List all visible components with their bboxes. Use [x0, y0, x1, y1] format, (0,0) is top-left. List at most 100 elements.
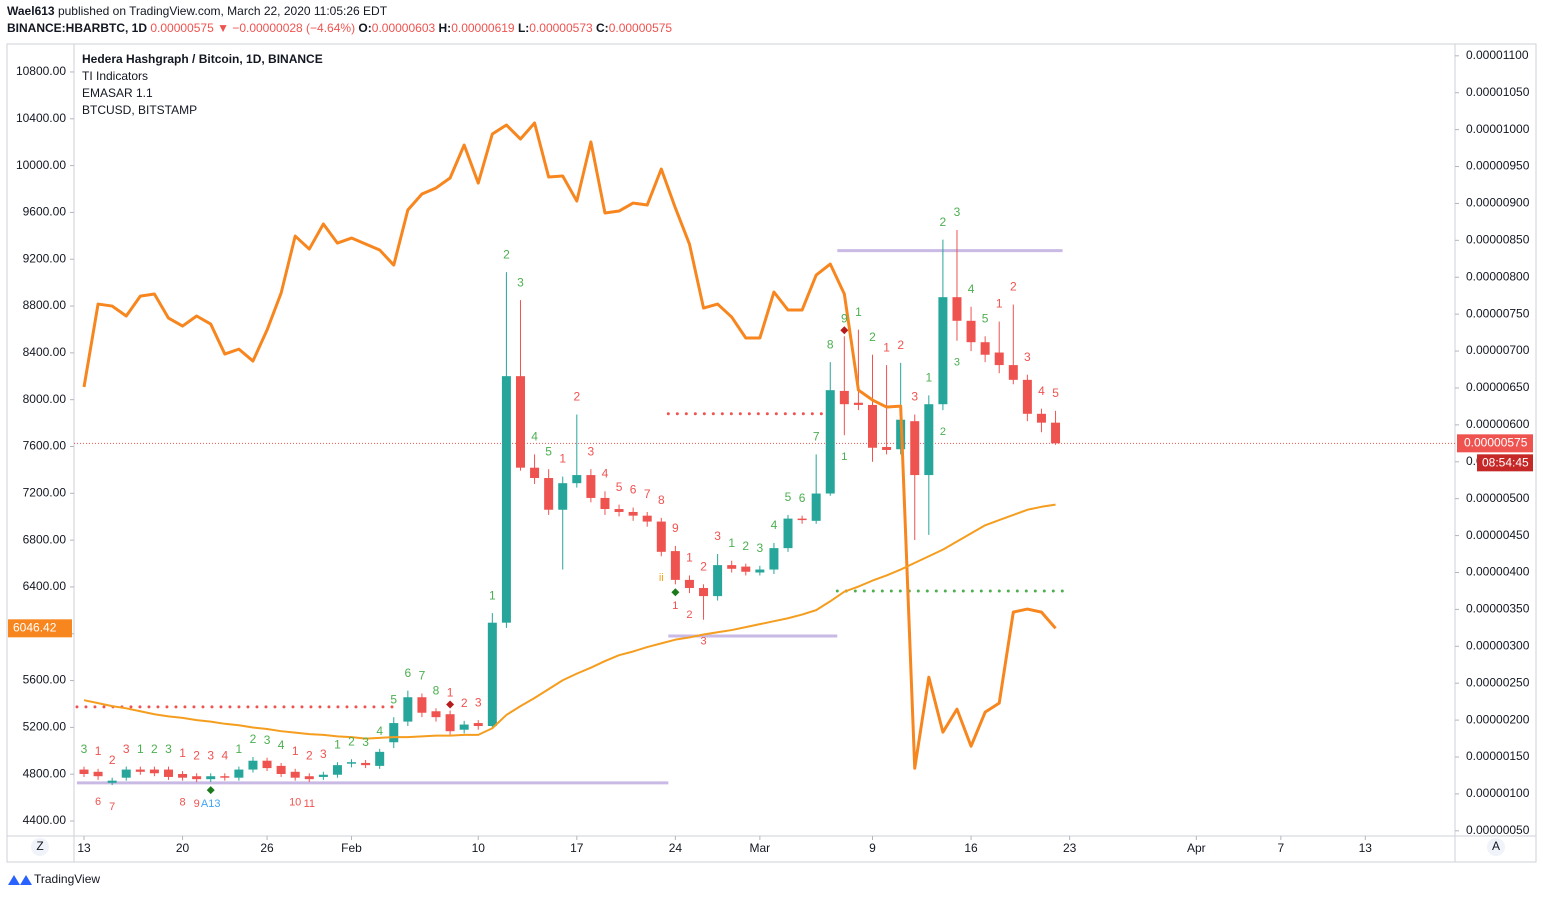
y2-tick-label: 0.00000700: [1466, 343, 1530, 357]
x-tick-label: 13: [1359, 841, 1373, 855]
td-countdown-label: 3: [700, 636, 706, 648]
td-setup-label: 6: [630, 483, 637, 497]
scale-button-label[interactable]: Z: [36, 839, 43, 853]
td-setup-label: 1: [855, 305, 862, 319]
td-setup-label: 3: [320, 747, 327, 761]
y2-tick-label: 0.00000150: [1466, 749, 1530, 763]
td-setup-label: 4: [376, 724, 383, 738]
candle-body: [586, 475, 596, 498]
scale-button-label[interactable]: A: [1492, 839, 1500, 853]
header-line: Wael613 published on TradingView.com, Ma…: [7, 4, 388, 18]
candle-body: [135, 769, 145, 772]
td-setup-label: 3: [714, 529, 721, 543]
candle-body: [910, 421, 920, 476]
td-setup-label: 7: [644, 487, 651, 501]
candle-body: [332, 765, 342, 775]
td-setup-label: 2: [151, 742, 158, 756]
td-setup-label: 2: [348, 734, 355, 748]
td-countdown-label: 2: [940, 426, 946, 438]
candle-body: [248, 760, 258, 770]
y-tick-label: 5200.00: [23, 720, 67, 734]
candle-body: [867, 404, 877, 448]
candle-body: [318, 774, 328, 777]
y2-tick-label: 0.00000800: [1466, 269, 1530, 283]
td-setup-label: 3: [165, 742, 172, 756]
td-countdown-label: 6: [95, 796, 101, 808]
y2-tick-label: 0.00000450: [1466, 528, 1530, 542]
td-setup-label: 1: [179, 746, 186, 760]
td-setup-label: 1: [925, 371, 932, 385]
td-setup-label: 3: [954, 205, 961, 219]
scale-button[interactable]: [1487, 838, 1505, 856]
btc-price-tag: [8, 619, 72, 638]
legend-item: EMASAR 1.1: [82, 86, 153, 100]
last: 0.00000575: [150, 21, 214, 35]
candle-body: [1036, 413, 1046, 423]
ohlc-value: 0.00000619: [451, 21, 515, 35]
td-setup-label: 5: [545, 444, 552, 458]
td-setup-label: 3: [81, 742, 88, 756]
td-setup-label: 4: [278, 738, 285, 752]
y-tick-label: 4800.00: [23, 766, 67, 780]
td-setup-label: 2: [461, 696, 468, 710]
candle-body: [459, 724, 469, 730]
candle-body: [361, 762, 371, 766]
series-line: [82, 121, 1057, 770]
td-setup-label: 1: [137, 742, 144, 756]
td-setup-label: 1: [489, 588, 496, 602]
candle-body: [797, 518, 807, 521]
x-tick-label: 7: [1277, 841, 1284, 855]
candle-body: [994, 352, 1004, 366]
footer: TradingView: [34, 872, 100, 886]
candle-body: [107, 780, 117, 783]
td-setup-label: 6: [799, 491, 806, 505]
price-tag: [1457, 434, 1533, 453]
candle-body: [727, 565, 737, 569]
scale-button[interactable]: [31, 838, 49, 856]
user: Wael613: [7, 4, 55, 18]
td-setup-label: 4: [771, 518, 778, 532]
y-tick-label: 6800.00: [23, 532, 67, 546]
x-tick-label: Apr: [1187, 841, 1206, 855]
candle-body: [487, 622, 497, 727]
td-setup-label: 6: [405, 666, 412, 680]
x-tick-label: 13: [77, 841, 91, 855]
y-tick-label: 9200.00: [23, 251, 67, 265]
ohlc-key: H:: [439, 21, 452, 35]
td-setup-label: 5: [785, 490, 792, 504]
td-setup-label: 5: [390, 692, 397, 706]
td-setup-label: 2: [869, 330, 876, 344]
td-setup-label: 2: [573, 390, 580, 404]
td-setup-label: 2: [306, 748, 313, 762]
candle-body: [347, 762, 357, 764]
y2-tick-label: 0.00001000: [1466, 122, 1530, 136]
td-countdown-label: A13: [201, 798, 221, 810]
candle-body: [656, 521, 666, 552]
candle-body: [600, 497, 610, 510]
candle-body: [375, 751, 385, 766]
candle-body: [572, 475, 582, 484]
change: ▼ −0.00000028 (−4.64%): [217, 21, 355, 35]
td-setup-label: 2: [250, 732, 257, 746]
ohlc-value: 0.00000573: [529, 21, 593, 35]
signal-diamond: [671, 588, 680, 597]
y2-tick-label: 0.00000350: [1466, 602, 1530, 616]
td-setup-label: 2: [503, 247, 510, 261]
candle-body: [670, 551, 680, 580]
x-tick-label: 24: [669, 841, 683, 855]
candle-body: [839, 390, 849, 405]
td-setup-label: 1: [559, 452, 566, 466]
candle-body: [121, 769, 131, 778]
y2-tick-label: 0.00000900: [1466, 196, 1530, 210]
y-tick-label: 7600.00: [23, 439, 67, 453]
y-tick-label: 8400.00: [23, 345, 67, 359]
td-setup-label: 8: [658, 493, 665, 507]
y-tick-label: 10800.00: [16, 64, 66, 78]
td-setup-label: 3: [588, 444, 595, 458]
y-tick-label: 4400.00: [23, 813, 67, 827]
td-setup-label: 2: [742, 539, 749, 553]
candle-body: [783, 518, 793, 549]
y2-tick-label: 0.00000850: [1466, 233, 1530, 247]
candle-body: [93, 771, 103, 777]
